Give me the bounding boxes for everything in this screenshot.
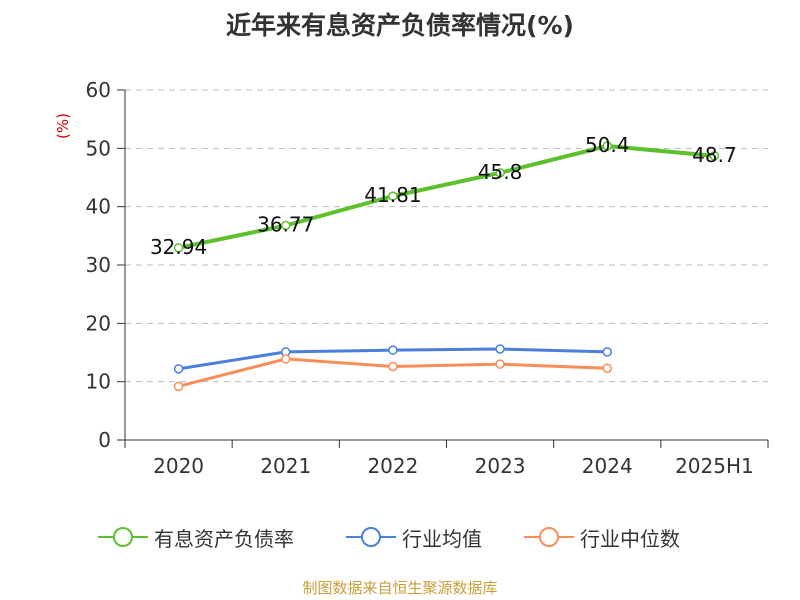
- series-line-0: [178, 144, 715, 250]
- y-tick-label: 60: [86, 78, 111, 102]
- x-tick-label: 2024: [582, 454, 633, 478]
- legend-label-interest-bearing-ratio: 有息资产负债率: [154, 526, 294, 551]
- data-label: 41.81: [364, 183, 421, 207]
- data-point[interactable]: [602, 363, 612, 373]
- x-tick-label: 2020: [153, 454, 204, 478]
- legend-marker-industry-median-icon: [524, 527, 574, 547]
- data-label: 36.77: [257, 213, 314, 237]
- y-axis-unit-label: (%): [54, 113, 72, 139]
- source-footer: 制图数据来自恒生聚源数据库: [302, 579, 498, 597]
- legend-item-interest-bearing-ratio[interactable]: 有息资产负债率: [98, 520, 294, 554]
- legend-marker-industry-average-icon: [346, 527, 396, 547]
- legend-item-industry-average[interactable]: 行业均值: [346, 520, 482, 554]
- y-tick-label: 40: [86, 195, 111, 219]
- data-point[interactable]: [173, 364, 184, 374]
- x-tick-label: 2025H1: [675, 454, 754, 478]
- data-point[interactable]: [388, 191, 398, 201]
- y-tick-label: 20: [86, 311, 111, 335]
- data-label: 45.8: [478, 160, 523, 184]
- x-tick-label: 2021: [260, 454, 311, 478]
- data-point[interactable]: [495, 359, 505, 369]
- x-tick-label: 2022: [367, 454, 418, 478]
- legend: 有息资产负债率 行业均值 行业中位数: [0, 520, 800, 554]
- legend-label-industry-median: 行业中位数: [580, 526, 680, 551]
- data-point[interactable]: [281, 354, 291, 364]
- y-tick-label: 10: [86, 370, 111, 394]
- legend-item-industry-median[interactable]: 行业中位数: [524, 520, 680, 554]
- data-point[interactable]: [281, 220, 291, 231]
- data-point[interactable]: [602, 141, 612, 151]
- x-tick-label: 2023: [475, 454, 526, 478]
- legend-marker-interest-bearing-ratio-icon: [98, 527, 148, 547]
- data-point[interactable]: [602, 347, 612, 357]
- data-point[interactable]: [709, 151, 720, 161]
- legend-label-industry-average: 行业均值: [402, 526, 482, 551]
- data-label: 50.4: [585, 133, 630, 157]
- data-point[interactable]: [388, 345, 398, 355]
- data-point[interactable]: [495, 168, 505, 178]
- y-tick-label: 50: [86, 136, 111, 160]
- y-tick-label: 30: [86, 253, 111, 277]
- data-point[interactable]: [173, 381, 184, 392]
- data-point[interactable]: [173, 243, 184, 253]
- data-label: 32.94: [150, 235, 207, 259]
- data-point[interactable]: [495, 344, 505, 354]
- chart-title: 近年来有息资产负债率情况(%): [226, 11, 574, 40]
- data-point[interactable]: [388, 361, 398, 372]
- data-label: 48.7: [692, 143, 737, 167]
- y-tick-label: 0: [98, 428, 111, 452]
